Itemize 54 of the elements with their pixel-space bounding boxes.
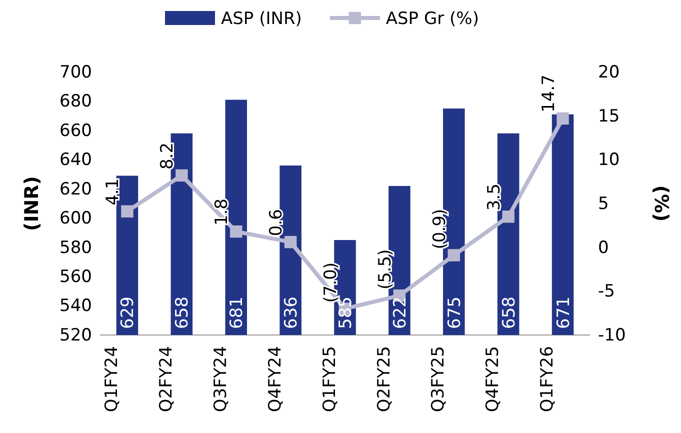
data-label: 622: [390, 296, 410, 329]
data-label: 629: [118, 296, 138, 329]
y-axis-title: (INR): [21, 176, 43, 231]
y2-axis-title: (%): [650, 185, 672, 222]
legend-label: ASP Gr (%): [386, 9, 479, 29]
data-label: 671: [554, 296, 574, 329]
y-tick-label: 580: [60, 238, 92, 258]
y-tick-label: 680: [60, 92, 92, 112]
y2-tick-label: -10: [598, 325, 626, 346]
data-label: 658: [499, 296, 520, 329]
y2-tick-label: 20: [598, 62, 620, 82]
y2-tick-label: 0: [598, 238, 609, 258]
y2-tick-label: 5: [598, 194, 609, 214]
y2-tick-label: 10: [598, 150, 620, 170]
y-tick-label: 540: [60, 296, 92, 316]
data-label: 1.8: [212, 198, 232, 226]
y-tick-label: 520: [60, 325, 92, 346]
data-label: 3.5: [484, 184, 504, 211]
point: [121, 205, 134, 218]
data-label: 681: [227, 296, 248, 329]
data-label: 675: [444, 296, 465, 329]
legend-label: ASP (INR): [221, 9, 302, 29]
y2-tick-label: -5: [598, 282, 615, 302]
data-label: (0.9): [430, 208, 450, 250]
data-label: 658: [172, 296, 193, 329]
data-label: (5.5): [375, 249, 396, 290]
point: [502, 210, 514, 223]
x-tick-label: Q3FY25: [428, 346, 449, 412]
y-tick-label: 700: [60, 62, 92, 82]
y-tick-label: 560: [60, 266, 92, 287]
x-tick-label: Q2FY24: [156, 346, 176, 412]
data-label: 636: [282, 296, 302, 329]
y-tick-label: 660: [60, 120, 92, 141]
x-tick-label: Q2FY25: [374, 346, 394, 412]
y-tick-label: 640: [60, 150, 92, 170]
point: [230, 225, 242, 238]
point: [448, 249, 460, 262]
data-label: 4.1: [103, 178, 124, 206]
x-tick-label: Q1FY25: [320, 346, 340, 412]
point: [176, 169, 188, 182]
x-tick-label: Q1FY26: [538, 346, 558, 412]
x-tick-label: Q1FY24: [102, 346, 122, 412]
y-tick-label: 600: [60, 208, 92, 229]
x-tick-label: Q4FY25: [483, 346, 504, 412]
point: [284, 236, 297, 248]
data-label: (7.0): [321, 262, 341, 303]
data-label: 0.6: [266, 209, 287, 236]
data-label: 8.2: [158, 142, 178, 170]
y-tick-label: 620: [60, 179, 92, 200]
y2-tick-label: 15: [598, 106, 620, 126]
x-tick-label: Q4FY24: [265, 346, 286, 412]
point: [556, 112, 569, 125]
x-tick-label: Q3FY24: [210, 346, 231, 412]
data-label: 14.7: [538, 74, 559, 112]
